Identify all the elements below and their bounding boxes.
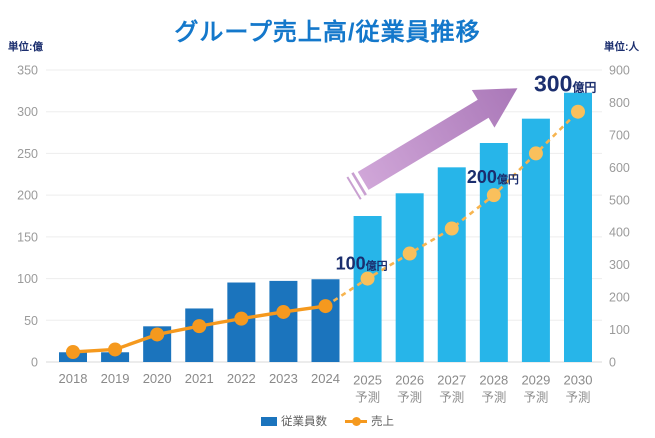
right-tick-0: 0 xyxy=(609,356,616,370)
chart-legend: 従業員数 売上 xyxy=(0,413,655,429)
x-sublabel-forecast-2025: 予測 xyxy=(355,391,380,405)
sales-dot-2022 xyxy=(234,311,249,326)
sales-dot-2024 xyxy=(318,299,333,314)
right-tick-600: 600 xyxy=(609,161,630,175)
x-label-2024: 2024 xyxy=(311,371,340,386)
x-label-2025: 2025 xyxy=(353,373,382,388)
bar-2019 xyxy=(101,352,130,362)
x-label-2030: 2030 xyxy=(564,373,593,388)
sales-dot-2023 xyxy=(276,304,291,319)
x-label-2026: 2026 xyxy=(395,373,424,388)
x-label-2028: 2028 xyxy=(479,373,508,388)
sales-dot-2021 xyxy=(192,319,207,334)
legend-line-swatch-icon xyxy=(345,416,367,426)
left-tick-0: 0 xyxy=(31,356,38,370)
sales-dot-2027 xyxy=(444,221,459,236)
sales-dot-2026 xyxy=(402,246,417,261)
x-label-2018: 2018 xyxy=(59,371,88,386)
bar-2027 xyxy=(437,167,466,362)
x-label-2019: 2019 xyxy=(101,371,130,386)
left-tick-150: 150 xyxy=(17,230,38,244)
chart-title: グループ売上高/従業員推移 xyxy=(174,19,481,46)
x-sublabel-forecast-2029: 予測 xyxy=(523,391,548,405)
left-tick-250: 250 xyxy=(17,147,38,161)
sales-dot-2018 xyxy=(66,344,80,359)
bar-2028 xyxy=(479,143,508,362)
right-tick-900: 900 xyxy=(609,64,630,78)
x-sublabel-forecast-2026: 予測 xyxy=(397,391,422,405)
sales-dot-2025 xyxy=(360,271,375,286)
x-sublabel-forecast-2027: 予測 xyxy=(439,391,464,405)
sales-dot-2030 xyxy=(570,104,585,119)
x-axis-labels: 2018 2019 2020 2021 2022 2023 2024 2025 予測 2026 予測… xyxy=(59,371,593,405)
left-tick-100: 100 xyxy=(17,272,38,286)
x-label-2022: 2022 xyxy=(227,371,256,386)
right-tick-500: 500 xyxy=(609,193,630,207)
right-axis-unit-label: 単位:人 xyxy=(604,41,639,53)
right-axis-ticks: 0 100 200 300 400 500 600 700 800 900 xyxy=(609,64,630,370)
x-sublabel-forecast-2028: 予測 xyxy=(481,391,506,405)
legend-label-employees: 従業員数 xyxy=(281,416,327,428)
bar-2023 xyxy=(269,280,298,362)
legend-item-employees: 従業員数 xyxy=(261,413,327,429)
right-tick-800: 800 xyxy=(609,96,630,110)
x-label-2023: 2023 xyxy=(269,371,298,386)
annotation-300億円: 300億円 xyxy=(534,71,596,97)
plot-gridlines xyxy=(46,69,602,363)
sales-dot-2019 xyxy=(108,342,123,357)
x-label-2029: 2029 xyxy=(521,373,550,388)
employee-bars xyxy=(59,92,592,363)
arrow-tail-slash xyxy=(351,172,367,196)
left-tick-300: 300 xyxy=(17,105,38,119)
right-tick-200: 200 xyxy=(609,291,630,305)
sales-dots xyxy=(66,104,585,359)
x-label-2020: 2020 xyxy=(143,371,172,386)
x-label-2021: 2021 xyxy=(185,371,214,386)
sales-dot-2020 xyxy=(150,327,165,342)
bar-2021 xyxy=(185,308,214,362)
left-tick-350: 350 xyxy=(17,64,38,78)
left-tick-50: 50 xyxy=(24,314,38,328)
sales-dot-2029 xyxy=(528,146,543,161)
legend-item-sales: 売上 xyxy=(345,413,394,429)
right-tick-400: 400 xyxy=(609,226,630,240)
bar-2025 xyxy=(353,216,382,362)
bar-2026 xyxy=(395,193,424,362)
legend-label-sales: 売上 xyxy=(371,416,394,428)
right-tick-300: 300 xyxy=(609,258,630,272)
bar-2030 xyxy=(563,92,592,362)
growth-arrow-icon xyxy=(346,88,518,200)
left-axis-ticks: 0 50 100 150 200 250 300 350 xyxy=(17,64,38,370)
legend-bar-swatch-icon xyxy=(261,416,277,426)
left-tick-200: 200 xyxy=(17,189,38,203)
x-sublabel-forecast-2030: 予測 xyxy=(565,391,590,405)
growth-arrow-body xyxy=(357,88,518,190)
annotation-200億円: 200億円 xyxy=(467,167,519,187)
sales-dot-2028 xyxy=(486,188,501,203)
left-axis-unit-label: 単位:億 xyxy=(8,41,43,53)
right-tick-100: 100 xyxy=(609,323,630,337)
x-label-2027: 2027 xyxy=(437,373,466,388)
right-tick-700: 700 xyxy=(609,128,630,142)
arrow-tail-slash xyxy=(346,176,362,200)
bar-2024 xyxy=(311,279,340,362)
legend-line-dot-icon xyxy=(352,416,361,426)
